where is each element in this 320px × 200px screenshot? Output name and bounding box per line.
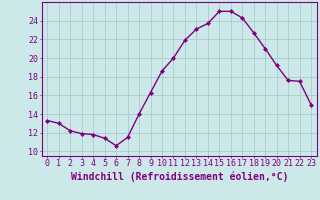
X-axis label: Windchill (Refroidissement éolien,°C): Windchill (Refroidissement éolien,°C)	[70, 171, 288, 182]
